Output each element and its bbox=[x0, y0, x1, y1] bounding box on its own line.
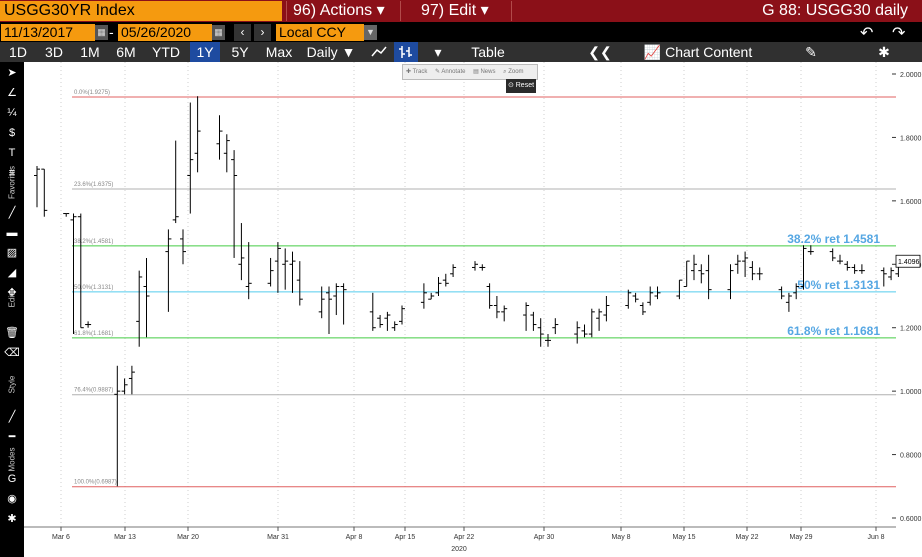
trash-icon[interactable]: 🗑 bbox=[5, 327, 19, 339]
text-icon[interactable]: T bbox=[8, 147, 16, 159]
mini-track-button[interactable]: ✚ Track bbox=[406, 69, 428, 75]
actions-menu[interactable]: 96) Actions ▾ bbox=[286, 1, 398, 21]
percent-icon[interactable]: ¼ bbox=[7, 107, 17, 119]
channel-icon[interactable]: ▨ bbox=[6, 247, 18, 259]
prev-period-icon[interactable]: ‹ bbox=[234, 24, 251, 41]
mini-toolbar: ✚ Track ✎ Annotate ▤ News ⌕ Zoom bbox=[402, 64, 538, 80]
currency-select[interactable]: Local CCY bbox=[276, 24, 364, 41]
shape-icon[interactable]: ◢ bbox=[7, 267, 17, 279]
undo-icon[interactable]: ↶ bbox=[860, 25, 874, 42]
line-chart-icon[interactable] bbox=[368, 42, 390, 62]
next-period-icon[interactable]: › bbox=[254, 24, 271, 41]
period-1y[interactable]: 1Y bbox=[190, 42, 220, 62]
period-ytd[interactable]: YTD bbox=[152, 44, 180, 60]
chart-content-button[interactable]: 📈 Chart Content bbox=[636, 42, 760, 62]
mini-news-button[interactable]: ▤ News bbox=[473, 69, 496, 75]
table-button[interactable]: Table bbox=[471, 44, 505, 60]
style-label: Style bbox=[7, 375, 17, 394]
period-5y[interactable]: 5Y bbox=[231, 44, 249, 60]
line-draw-icon[interactable]: ∠ bbox=[7, 87, 17, 99]
end-calendar-icon[interactable]: ▦ bbox=[212, 25, 225, 40]
chart-content-label: Chart Content bbox=[665, 44, 753, 60]
edit-pencil-icon[interactable]: ✎ bbox=[805, 44, 817, 60]
period-max[interactable]: Max bbox=[265, 44, 293, 60]
edit-label: Edit bbox=[7, 293, 17, 308]
chart-type-dropdown-icon[interactable]: ▾ bbox=[434, 44, 442, 60]
ohlc-chart-icon[interactable] bbox=[394, 42, 418, 62]
chart-toolbar bbox=[0, 42, 922, 62]
g-mode-icon[interactable]: G bbox=[7, 473, 17, 485]
start-date-input[interactable]: 11/13/2017 bbox=[1, 24, 95, 41]
fib-icon[interactable]: ≡ bbox=[8, 167, 16, 179]
currency-dropdown-icon[interactable]: ▼ bbox=[364, 25, 377, 40]
frequency-select[interactable]: Daily ▼ bbox=[306, 44, 356, 60]
redo-icon[interactable]: ↷ bbox=[892, 25, 906, 42]
line-style-icon[interactable]: ━ bbox=[8, 431, 16, 443]
brush-icon[interactable]: ╱ bbox=[8, 207, 16, 219]
chart-content-icon: 📈 bbox=[643, 44, 666, 60]
x-axis-panel bbox=[24, 527, 922, 557]
period-3d[interactable]: 3D bbox=[45, 44, 63, 60]
favorites-label: Favorites bbox=[7, 166, 17, 199]
collapse-icon[interactable]: ❮❮ bbox=[588, 44, 612, 60]
ticker-field[interactable]: USGG30YR Index bbox=[0, 1, 282, 21]
reset-button[interactable]: ⊙ Reset bbox=[506, 79, 536, 93]
start-calendar-icon[interactable]: ▦ bbox=[95, 25, 108, 40]
hline-icon[interactable]: ▬ bbox=[6, 227, 18, 239]
range-bar bbox=[0, 22, 922, 42]
chart-panel[interactable] bbox=[24, 62, 896, 527]
style-brush-icon[interactable]: ╱ bbox=[8, 411, 16, 423]
mini-annotate-button[interactable]: ✎ Annotate bbox=[435, 69, 466, 75]
y-axis-panel bbox=[896, 62, 922, 527]
mini-zoom-button[interactable]: ⌕ Zoom bbox=[503, 69, 524, 75]
period-1m[interactable]: 1M bbox=[80, 44, 100, 60]
pointer-icon[interactable]: ➤ bbox=[7, 67, 17, 79]
period-6m[interactable]: 6M bbox=[116, 44, 136, 60]
window-title: G 88: USGG30 daily bbox=[762, 2, 908, 19]
palette-icon[interactable]: ◉ bbox=[7, 493, 17, 505]
dollar-icon[interactable]: $ bbox=[8, 127, 16, 139]
move-icon[interactable]: ✥ bbox=[7, 287, 17, 299]
date-separator: - bbox=[109, 24, 114, 40]
settings-gear-icon[interactable]: ✱ bbox=[878, 44, 890, 60]
end-date-input[interactable]: 05/26/2020 bbox=[118, 24, 212, 41]
mode-gear-icon[interactable]: ✱ bbox=[7, 513, 17, 525]
period-1d[interactable]: 1D bbox=[9, 44, 27, 60]
eraser-icon[interactable]: ⌫ bbox=[4, 347, 20, 359]
left-tool-strip bbox=[0, 62, 24, 532]
edit-menu[interactable]: 97) Edit ▾ bbox=[400, 1, 512, 21]
